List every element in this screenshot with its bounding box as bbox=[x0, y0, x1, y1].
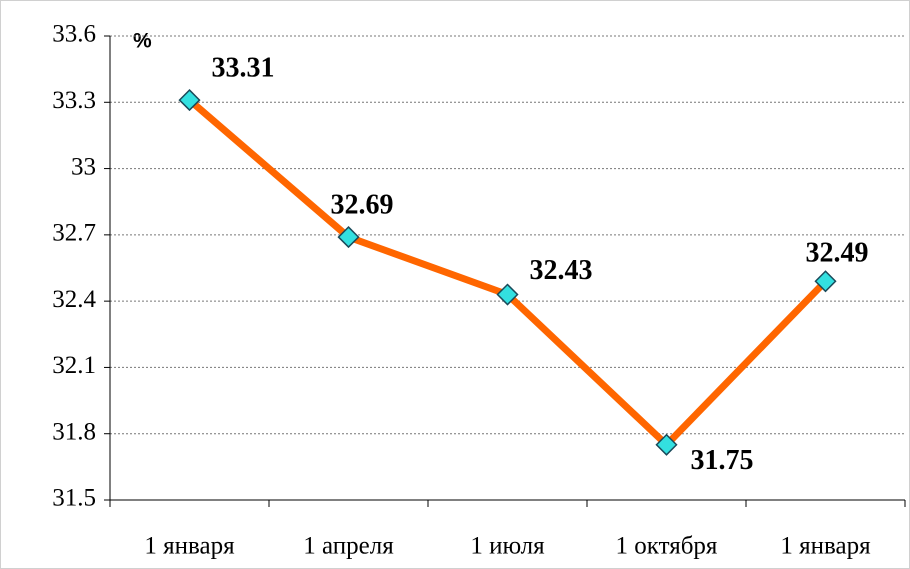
data-label: 32.69 bbox=[331, 189, 394, 220]
x-tick-label: 1 октября bbox=[616, 533, 718, 560]
marker bbox=[337, 226, 360, 249]
x-tick-label: 1 января bbox=[144, 533, 235, 560]
y-axis-label: % bbox=[133, 30, 152, 53]
y-tick-label: 33 bbox=[71, 153, 96, 180]
y-tick-label: 31.5 bbox=[52, 485, 96, 512]
y-tick-label: 33.6 bbox=[52, 21, 96, 48]
y-tick-label: 33.3 bbox=[52, 87, 96, 114]
data-label: 32.49 bbox=[806, 238, 869, 269]
y-tick-label: 32.7 bbox=[52, 220, 96, 247]
data-label: 33.31 bbox=[212, 52, 275, 83]
marker bbox=[496, 283, 519, 306]
x-tick-label: 1 апреля bbox=[303, 533, 394, 560]
y-tick-label: 31.8 bbox=[52, 418, 96, 445]
x-tick-label: 1 июля bbox=[470, 533, 545, 560]
data-label: 31.75 bbox=[691, 445, 754, 476]
marker bbox=[814, 270, 837, 293]
data-label: 32.43 bbox=[530, 255, 593, 286]
marker bbox=[655, 433, 678, 456]
marker bbox=[178, 89, 201, 112]
x-tick-label: 1 января bbox=[780, 533, 871, 560]
y-tick-label: 32.4 bbox=[52, 286, 96, 313]
y-tick-label: 32.1 bbox=[52, 352, 96, 379]
